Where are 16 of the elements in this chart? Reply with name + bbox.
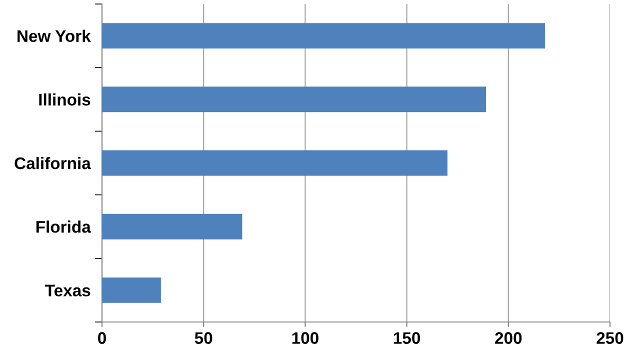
bar xyxy=(102,214,242,240)
y-tick-label: California xyxy=(14,156,91,170)
bar xyxy=(102,150,448,176)
x-tick-label: 150 xyxy=(394,332,420,344)
bar xyxy=(102,23,545,49)
x-tick-label: 50 xyxy=(194,332,212,344)
bar xyxy=(102,277,161,303)
y-tick-label: Florida xyxy=(36,220,91,233)
y-tick-label: Illinois xyxy=(39,93,90,106)
x-tick-label: 200 xyxy=(495,332,522,344)
y-tick-label: New York xyxy=(18,30,91,42)
y-tick-label: Texas xyxy=(45,284,90,296)
x-tick-label: 250 xyxy=(596,332,624,344)
x-tick-label: 0 xyxy=(98,332,106,344)
x-tick-label: 100 xyxy=(292,332,318,344)
bar xyxy=(102,86,486,112)
